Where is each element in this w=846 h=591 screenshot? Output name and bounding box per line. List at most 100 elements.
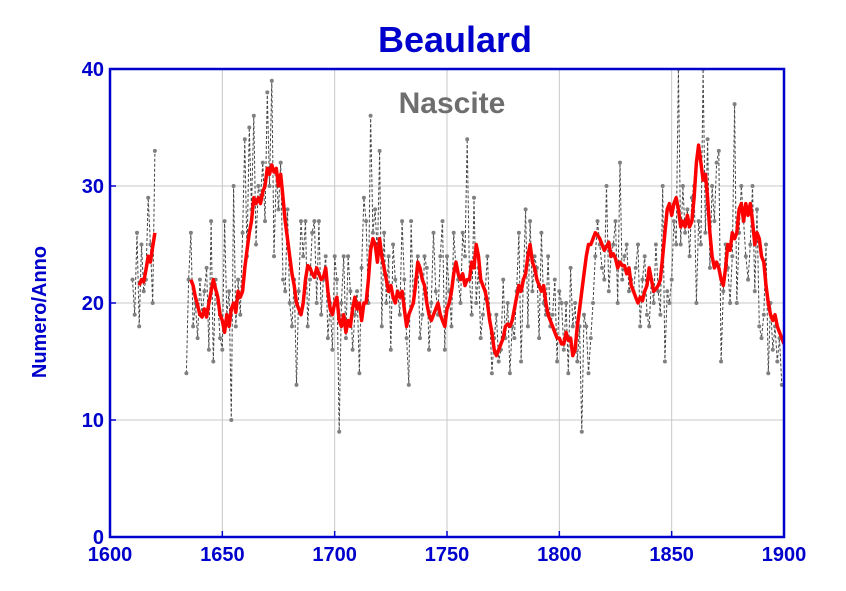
chart-title: Beaulard xyxy=(378,19,532,60)
annual-point xyxy=(552,277,557,282)
annual-point xyxy=(546,254,551,259)
annual-point xyxy=(528,219,533,224)
annual-point xyxy=(561,347,566,352)
annual-point xyxy=(197,277,202,282)
annual-point xyxy=(301,254,306,259)
annual-point xyxy=(211,359,216,364)
annual-point xyxy=(346,254,351,259)
annual-point xyxy=(361,195,366,200)
annual-point xyxy=(532,254,537,259)
annual-point xyxy=(278,160,283,165)
annual-point xyxy=(593,254,598,259)
annual-point xyxy=(523,207,528,212)
annual-point xyxy=(260,160,265,165)
x-tick-label: 1650 xyxy=(200,544,245,566)
annual-point xyxy=(382,230,387,235)
annual-point xyxy=(640,277,645,282)
annual-point xyxy=(584,324,589,329)
annual-point xyxy=(566,371,571,376)
annual-point xyxy=(290,324,294,329)
annual-point xyxy=(588,336,593,341)
annual-point xyxy=(152,148,157,153)
annual-point xyxy=(332,254,337,259)
annual-point xyxy=(618,160,622,165)
annual-point xyxy=(600,265,604,270)
annual-point xyxy=(712,219,717,224)
annual-point xyxy=(137,324,142,329)
annual-point xyxy=(539,230,544,235)
annual-point xyxy=(141,289,146,294)
annual-point xyxy=(775,359,780,364)
annual-point xyxy=(296,289,301,294)
annual-point xyxy=(707,265,712,270)
y-tick-labels: 0 10 20 30 40 xyxy=(82,59,116,549)
annual-point xyxy=(755,207,759,212)
annual-point xyxy=(564,301,569,305)
y-tick-label: 0 xyxy=(93,527,104,549)
x-tick-label: 1850 xyxy=(649,544,694,566)
y-tick-label: 30 xyxy=(82,176,104,198)
annual-point xyxy=(622,254,627,259)
smoothed-line xyxy=(189,143,784,358)
annual-point xyxy=(764,242,768,247)
annual-point xyxy=(501,277,506,282)
annual-point xyxy=(229,418,234,422)
annual-point xyxy=(602,277,607,282)
annual-point xyxy=(388,347,393,352)
annual-point xyxy=(404,336,409,341)
annual-point xyxy=(231,184,236,188)
y-tick-label: 10 xyxy=(82,410,104,432)
annual-point xyxy=(620,277,625,282)
annual-point xyxy=(400,219,405,224)
annual-point xyxy=(355,289,360,294)
annual-point xyxy=(384,301,389,305)
annual-point xyxy=(202,289,207,294)
annual-point xyxy=(343,336,348,341)
annual-point xyxy=(638,324,643,329)
annual-point xyxy=(611,242,616,247)
annual-point xyxy=(310,230,315,235)
annual-point xyxy=(636,242,640,247)
annual-point xyxy=(449,324,454,329)
annual-point xyxy=(337,429,342,434)
annual-point xyxy=(485,254,490,259)
annual-point xyxy=(424,265,429,270)
annual-point xyxy=(550,312,555,317)
annual-point xyxy=(402,277,407,282)
annual-point xyxy=(305,324,310,329)
annual-point xyxy=(218,336,223,341)
annual-point xyxy=(730,254,735,259)
annual-point xyxy=(254,242,258,247)
annual-point xyxy=(748,242,753,247)
annual-point xyxy=(359,265,364,270)
annual-point xyxy=(420,312,425,317)
annual-point xyxy=(662,359,667,364)
annual-point xyxy=(222,219,227,224)
annual-point xyxy=(150,301,155,305)
annual-point xyxy=(507,371,512,376)
annual-point xyxy=(460,230,465,235)
annual-point xyxy=(678,242,683,247)
annual-point xyxy=(204,265,209,270)
annual-point xyxy=(465,137,470,142)
annual-point xyxy=(463,254,467,259)
annual-point xyxy=(719,359,724,364)
annual-point xyxy=(409,219,414,224)
annual-point xyxy=(191,324,196,329)
annual-point xyxy=(469,312,474,317)
annual-point xyxy=(734,301,739,305)
annual-point xyxy=(739,184,744,188)
annual-point xyxy=(633,265,638,270)
annual-point xyxy=(445,254,449,259)
annual-point xyxy=(265,90,270,95)
annual-point xyxy=(251,113,256,118)
annual-point xyxy=(613,219,618,224)
annual-point xyxy=(653,242,658,247)
annual-point xyxy=(516,230,521,235)
annual-point xyxy=(480,312,485,317)
annual-point xyxy=(287,301,292,305)
annual-point xyxy=(352,312,357,317)
annual-point xyxy=(656,289,661,294)
annual-point xyxy=(732,102,737,107)
annual-point xyxy=(146,195,151,200)
